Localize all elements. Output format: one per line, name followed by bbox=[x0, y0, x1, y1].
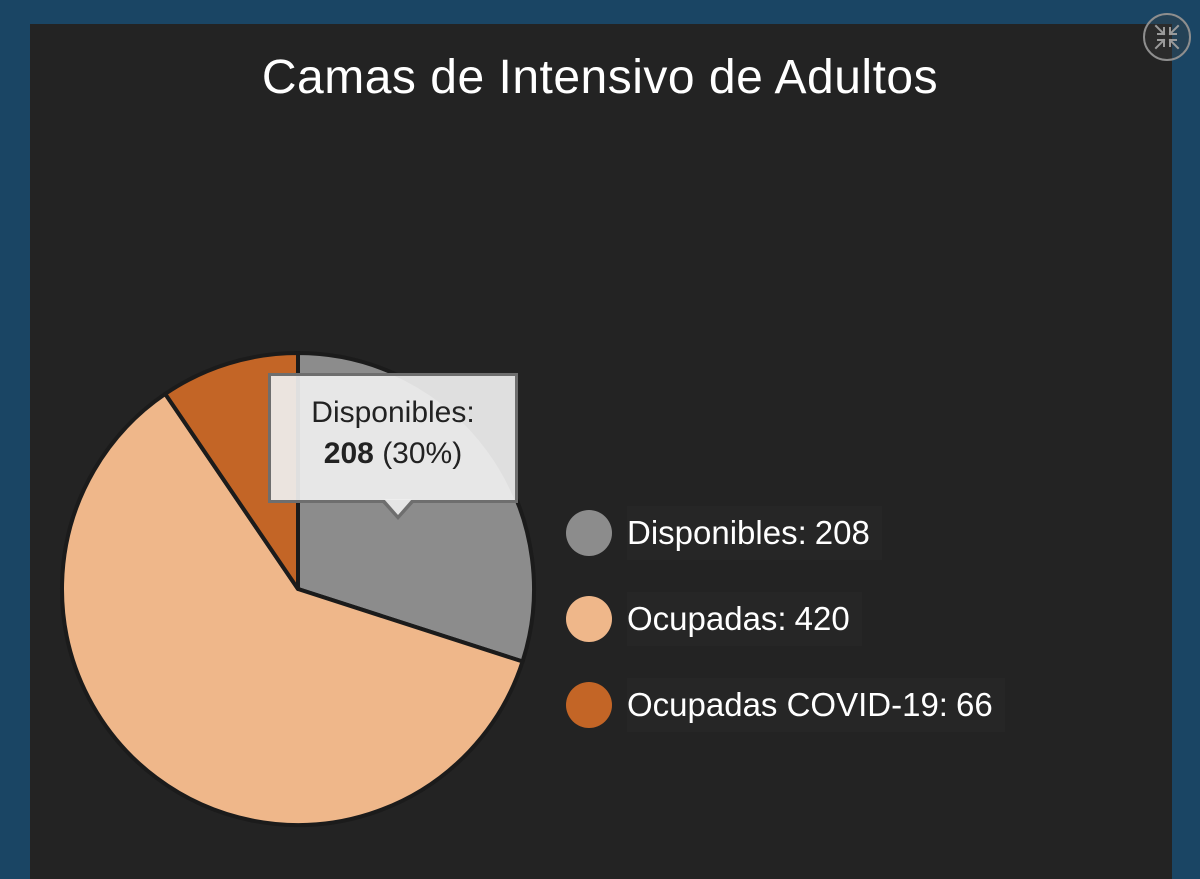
collapse-button[interactable] bbox=[1143, 13, 1191, 61]
tooltip-value-line: 208 (30%) bbox=[271, 434, 515, 475]
legend-text: Ocupadas COVID-19: 66 bbox=[627, 678, 1005, 732]
legend-label: Ocupadas COVID-19: bbox=[627, 686, 948, 723]
legend-value: 420 bbox=[794, 600, 850, 637]
legend-text: Disponibles: 208 bbox=[627, 506, 882, 560]
legend-label: Ocupadas: bbox=[627, 600, 787, 637]
chart-title: Camas de Intensivo de Adultos bbox=[261, 51, 939, 104]
legend-swatch bbox=[566, 596, 612, 642]
legend-item-ocupadas[interactable]: Ocupadas: 420 bbox=[566, 592, 1005, 678]
legend-text: Ocupadas: 420 bbox=[627, 592, 862, 646]
legend-swatch bbox=[566, 682, 612, 728]
legend-value: 208 bbox=[814, 514, 870, 551]
slice-tooltip: Disponibles: 208 (30%) bbox=[268, 373, 518, 503]
collapse-arrows-icon bbox=[1154, 24, 1180, 50]
tooltip-percent: (30%) bbox=[382, 436, 463, 470]
pie-slice-ocupadas-covid-19[interactable] bbox=[163, 351, 300, 591]
legend-value: 66 bbox=[955, 686, 993, 723]
tooltip-label: Disponibles: bbox=[311, 396, 475, 429]
tooltip-value: 208 bbox=[323, 436, 374, 470]
legend-item-ocupadas-covid[interactable]: Ocupadas COVID-19: 66 bbox=[566, 678, 1005, 764]
pie-slice-ocupadas[interactable] bbox=[60, 391, 525, 827]
legend-item-disponibles[interactable]: Disponibles: 208 bbox=[566, 506, 1005, 592]
tooltip-pointer-fill bbox=[384, 499, 412, 515]
legend: Disponibles: 208 Ocupadas: 420 Ocupadas CO… bbox=[566, 506, 1005, 764]
legend-label: Disponibles: bbox=[627, 514, 807, 551]
legend-swatch bbox=[566, 510, 612, 556]
